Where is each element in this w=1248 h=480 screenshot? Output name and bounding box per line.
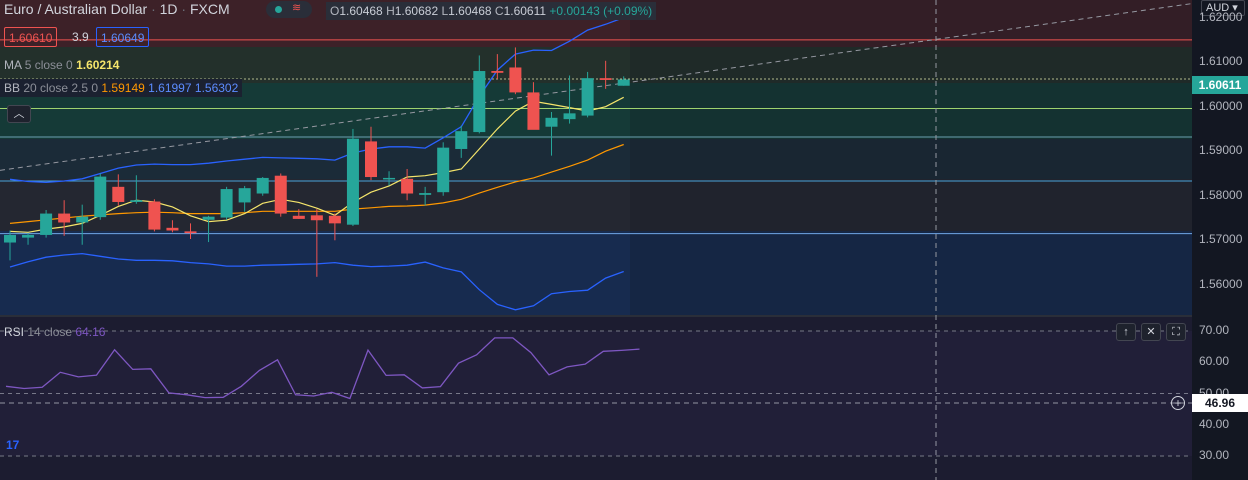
spread-value: 3.9 [72,30,89,44]
candle-body [437,147,450,193]
symbol-name: Euro / Australian Dollar [4,1,148,17]
trend-line [0,3,1193,171]
low-value: 1.60468 [448,4,492,18]
close-icon[interactable]: ✕ [1141,323,1161,341]
price-tick: 1.60000 [1199,98,1243,113]
current-price-label: 1.60611 [1192,76,1248,94]
rsi-pane [0,316,1192,480]
candle-body [509,67,522,93]
candle-body [419,193,432,195]
candle-body [401,178,414,194]
bb-upper-value: 1.61997 [148,81,192,95]
bb-upper-line [9,16,624,184]
candle-body [581,78,594,116]
candle-body [220,189,233,218]
zone-6 [0,231,1192,316]
bb-basis-value: 1.59149 [101,81,145,95]
candle-body [292,215,305,219]
market-status-icon[interactable]: ≋ [266,1,312,18]
data-delay-icon: ≋ [292,2,302,14]
candle-body [455,131,468,149]
rsi-tick: 30.00 [1199,448,1230,462]
tradingview-logo: 17 [6,438,20,452]
rsi-value: 64.16 [75,325,106,339]
buy-button[interactable]: 1.60649 [96,27,150,47]
interval-label: 1D [159,1,178,17]
candle-body [491,71,504,73]
candle-body [184,231,197,234]
rsi-tick: 70.00 [1199,323,1230,337]
ma-line [9,96,624,233]
high-value: 1.60682 [394,4,439,18]
price-tick: 1.59000 [1199,143,1243,158]
ma-legend[interactable]: MA 5 close 0 1.60214 [4,58,120,72]
price-tick: 1.61000 [1199,54,1243,69]
open-value: 1.60468 [339,4,383,18]
zone-4 [0,139,1192,179]
candle-body [238,188,251,203]
rsi-crosshair-label: 46.96 [1192,394,1248,412]
exchange-label: FXCM [190,1,230,17]
candle-body [274,175,287,214]
candle-body [383,177,396,180]
candle-body [346,138,359,225]
maximize-icon[interactable]: ⛶ [1166,323,1186,341]
candle-body [473,71,486,133]
symbol-title[interactable]: Euro / Australian Dollar · 1D · FXCM [4,1,230,17]
zone-5 [0,179,1192,231]
candle-body [202,216,215,220]
market-open-icon [275,6,282,13]
rsi-legend[interactable]: RSI 14 close 64.16 [4,325,106,339]
bb-legend[interactable]: BB 20 close 2.5 0 1.59149 1.61997 1.5630… [0,79,243,97]
bb-lower-value: 1.56302 [194,81,239,95]
price-tick: 1.57000 [1199,232,1243,247]
candle-body [328,215,341,224]
candle-body [130,200,143,202]
rsi-band-fill [0,331,1192,456]
candle-body [40,213,53,235]
rsi-tick: 60.00 [1199,354,1230,369]
ohlc-values: O1.60468 H1.60682 L1.60468 C1.60611 +0.0… [326,2,657,20]
close-value: 1.60611 [503,4,547,18]
candle-body [617,79,630,86]
candle-body [148,201,161,230]
candle-body [310,215,323,221]
candle-body [545,117,558,127]
candle-body [365,141,377,178]
arrow-up-icon[interactable]: ↑ [1116,323,1136,341]
rsi-line [5,337,640,400]
sell-button[interactable]: 1.60610 [4,27,58,47]
candle-body [166,227,179,231]
candle-body [563,113,576,120]
zone-2 [0,47,1192,83]
currency-selector[interactable]: AUD ▾ [1201,0,1245,16]
rsi-tick: 40.00 [1199,416,1230,431]
add-plus-icon[interactable]: + [1171,396,1185,410]
change-value: +0.00143 (+0.09%) [549,4,653,18]
candle-body [527,92,540,130]
price-tick: 1.58000 [1199,187,1243,202]
ma-value: 1.60214 [76,58,120,72]
price-tick: 1.56000 [1199,276,1243,291]
future-area [630,0,1192,316]
candle-body [599,78,612,80]
candle-body [76,216,89,223]
candle-body [58,213,71,223]
candle-body [256,177,269,194]
candle-body [4,234,16,243]
candle-body [22,234,35,238]
candle-body [94,176,107,218]
chevron-up-icon[interactable]: ︿ [7,105,31,123]
candle-body [112,186,125,202]
price-tick: 1.62000 [1199,9,1243,24]
